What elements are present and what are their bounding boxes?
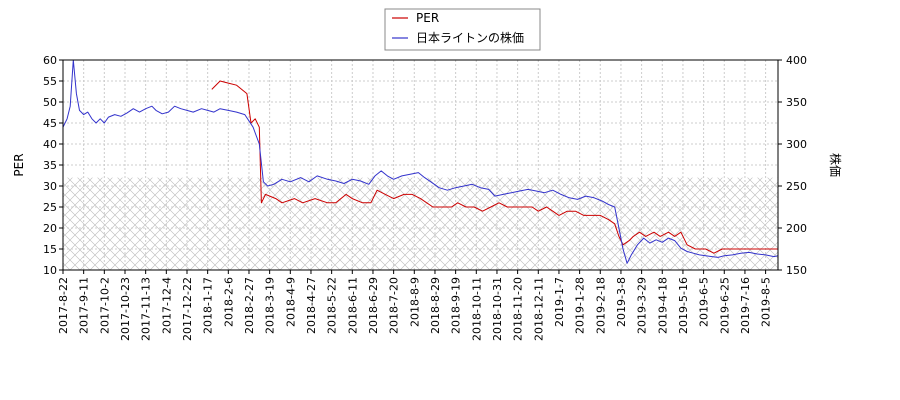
x-tick-label-19: 2018-9-19 <box>450 277 463 334</box>
y-left-tick-label-3: 25 <box>43 201 57 214</box>
x-tick-label-6: 2017-12-22 <box>181 277 194 341</box>
x-tick-label-34: 2019-8-5 <box>760 277 773 327</box>
x-tick-label-22: 2018-11-20 <box>512 277 525 341</box>
x-tick-label-23: 2018-12-11 <box>532 277 545 341</box>
x-tick-label-9: 2018-2-27 <box>243 277 256 334</box>
legend-box <box>384 8 541 51</box>
x-tick-label-24: 2019-1-7 <box>553 277 566 327</box>
y-left-tick-label-7: 45 <box>43 117 57 130</box>
x-tick-label-33: 2019-7-16 <box>739 277 752 334</box>
y-right-tick-label-2: 250 <box>786 180 807 193</box>
legend-label-price: 日本ライトンの株価 <box>416 30 524 45</box>
x-tick-label-1: 2017-9-11 <box>78 277 91 334</box>
x-tick-label-5: 2017-12-4 <box>160 277 173 334</box>
x-tick-label-20: 2018-10-11 <box>470 277 483 341</box>
legend: PER 日本ライトンの株価 <box>384 8 541 51</box>
x-tick-label-21: 2018-10-31 <box>491 277 504 341</box>
y-left-tick-label-1: 15 <box>43 243 57 256</box>
y-left-tick-label-6: 40 <box>43 138 57 151</box>
x-tick-label-18: 2018-8-29 <box>429 277 442 334</box>
x-tick-label-0: 2017-8-22 <box>57 277 70 334</box>
x-tick-label-3: 2017-10-23 <box>119 277 132 341</box>
y-left-axis-title: PER <box>12 153 26 176</box>
x-tick-label-28: 2019-3-29 <box>636 277 649 334</box>
y-left-tick-label-8: 50 <box>43 96 57 109</box>
x-tick-label-32: 2019-6-25 <box>718 277 731 334</box>
y-left-tick-label-9: 55 <box>43 75 57 88</box>
legend-label-per: PER <box>416 11 439 25</box>
x-tick-label-15: 2018-6-29 <box>367 277 380 334</box>
x-tick-label-16: 2018-7-20 <box>388 277 401 334</box>
x-tick-label-10: 2018-3-19 <box>264 277 277 334</box>
x-tick-label-17: 2018-8-9 <box>408 277 421 327</box>
x-tick-label-2: 2017-10-2 <box>98 277 111 334</box>
y-right-axis-title: 株価 <box>828 153 843 177</box>
series-group <box>63 60 778 264</box>
y-right-tick-label-1: 200 <box>786 222 807 235</box>
x-tick-label-31: 2019-6-5 <box>698 277 711 327</box>
x-axis: 2017-8-22 2017-9-11 2017-10-2 2017-10-23 201… <box>57 270 773 341</box>
series-line-1 <box>63 60 778 264</box>
x-tick-label-30: 2019-5-16 <box>677 277 690 334</box>
shaded-band <box>63 177 778 270</box>
right-axis: 150 200 250 300 350 400 <box>778 54 807 277</box>
y-left-tick-label-4: 30 <box>43 180 57 193</box>
x-tick-label-12: 2018-4-27 <box>305 277 318 334</box>
x-tick-label-8: 2018-2-6 <box>222 277 235 327</box>
x-tick-label-13: 2018-5-22 <box>326 277 339 334</box>
y-right-tick-label-3: 300 <box>786 138 807 151</box>
grid <box>62 59 778 271</box>
x-tick-label-25: 2019-1-28 <box>574 277 587 334</box>
x-tick-label-27: 2019-3-8 <box>615 277 628 327</box>
y-left-tick-label-5: 35 <box>43 159 57 172</box>
y-right-tick-label-4: 350 <box>786 96 807 109</box>
y-left-tick-label-10: 60 <box>43 54 57 67</box>
x-tick-label-29: 2019-4-18 <box>656 277 669 334</box>
y-right-tick-label-5: 400 <box>786 54 807 67</box>
series-line-0 <box>211 80 778 254</box>
x-tick-label-26: 2019-2-18 <box>594 277 607 334</box>
left-axis: 10 15 20 25 30 35 40 45 50 55 60 <box>43 54 63 277</box>
x-tick-label-7: 2018-1-17 <box>202 277 215 334</box>
y-left-tick-label-0: 10 <box>43 264 57 277</box>
y-left-tick-label-2: 20 <box>43 222 57 235</box>
x-tick-label-11: 2018-4-9 <box>284 277 297 327</box>
x-tick-label-4: 2017-11-13 <box>140 277 153 341</box>
x-tick-label-14: 2018-6-11 <box>346 277 359 334</box>
y-right-tick-label-0: 150 <box>786 264 807 277</box>
